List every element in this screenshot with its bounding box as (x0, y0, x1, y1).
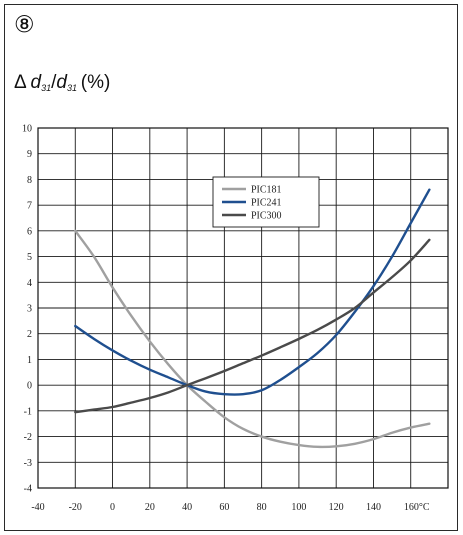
y-tick-label: 5 (27, 252, 32, 263)
y-tick-label: 9 (27, 149, 32, 160)
legend: PIC181 PIC241 PIC300 (212, 176, 320, 228)
x-tick-label: 160°C (404, 502, 430, 513)
x-tick-label: -20 (69, 502, 82, 513)
x-tick-label: 40 (182, 502, 192, 513)
y-tick-label: 6 (27, 226, 32, 237)
y-tick-label: -4 (24, 484, 32, 495)
y-tick-label: -1 (24, 406, 32, 417)
figure-frame (4, 4, 458, 531)
legend-label-pic181: PIC181 (251, 185, 282, 196)
y-axis-title-slash: / (51, 72, 57, 93)
y-tick-label: 0 (27, 381, 32, 392)
y-tick-label: 10 (22, 124, 32, 135)
y-tick-labels: -4 -3 -2 -1 0 1 2 3 4 5 6 7 8 9 10 (22, 124, 32, 495)
series-line-pic300 (74, 238, 431, 414)
y-axis-title-d1: d (30, 72, 42, 93)
y-tick-label: 7 (27, 201, 32, 212)
x-tick-label: 120 (329, 502, 344, 513)
y-axis-title-d2: d (56, 72, 67, 93)
x-tick-label: 100 (291, 502, 306, 513)
series-line-pic241 (74, 188, 431, 396)
series-line-pic181 (74, 229, 431, 449)
y-tick-label: 1 (27, 355, 32, 366)
x-tick-label: 80 (257, 502, 267, 513)
y-tick-label: 2 (27, 329, 32, 340)
x-tick-label: 60 (219, 502, 229, 513)
y-tick-label: -3 (24, 458, 32, 469)
y-tick-label: 8 (27, 175, 32, 186)
y-axis-title-delta: Δ (14, 72, 27, 93)
y-tick-label: -2 (24, 432, 32, 443)
y-axis-title-sub2: 31 (66, 83, 77, 93)
y-axis-title-sub1: 31 (41, 83, 52, 93)
series-lines (74, 188, 431, 449)
y-axis-title-unit: (%) (80, 72, 111, 93)
x-tick-labels: -40 -20 0 20 40 60 80 100 120 140 160°C (31, 502, 430, 513)
figure-number-badge: ⑧ (14, 12, 35, 38)
legend-label-pic241: PIC241 (251, 198, 282, 209)
legend-label-pic300: PIC300 (251, 211, 282, 222)
x-tick-label: 0 (110, 502, 115, 513)
x-tick-label: 20 (145, 502, 155, 513)
x-tick-label: 140 (366, 502, 381, 513)
x-tick-label: -40 (31, 502, 44, 513)
y-tick-label: 3 (27, 304, 32, 315)
plot-area-frame (37, 127, 449, 489)
y-tick-label: 4 (27, 278, 32, 289)
y-axis-title: Δ d31/d31 (%) (14, 72, 110, 94)
